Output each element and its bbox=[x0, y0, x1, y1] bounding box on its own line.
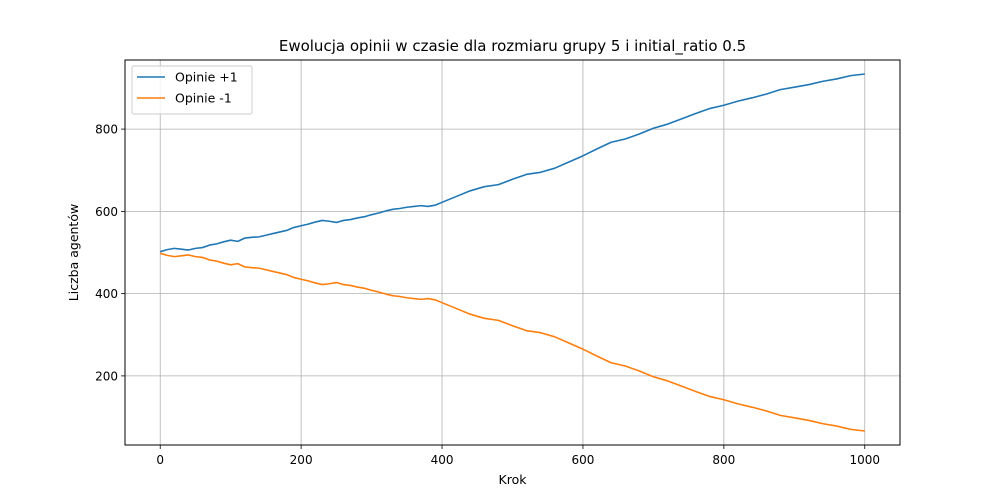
x-tick-label: 400 bbox=[431, 453, 454, 467]
x-tick-label: 0 bbox=[156, 453, 164, 467]
legend: Opinie +1 Opinie -1 bbox=[131, 65, 253, 115]
series-layer bbox=[160, 73, 865, 432]
legend-label-opinie-plus: Opinie +1 bbox=[175, 70, 238, 85]
x-tick-label: 1000 bbox=[849, 453, 880, 467]
grid-layer bbox=[125, 60, 900, 445]
y-tick-label: 200 bbox=[95, 369, 118, 383]
x-tick-label: 800 bbox=[712, 453, 735, 467]
series-line-opinie-plus bbox=[160, 73, 865, 253]
x-axis-label: Krok bbox=[499, 472, 528, 487]
x-tick-label: 600 bbox=[572, 453, 595, 467]
y-tick-label: 800 bbox=[95, 123, 118, 137]
legend-label-opinie-minus: Opinie -1 bbox=[175, 91, 232, 106]
y-tick-label: 600 bbox=[95, 205, 118, 219]
y-tick-label: 400 bbox=[95, 287, 118, 301]
y-axis-label: Liczba agentów bbox=[66, 204, 81, 301]
legend-box bbox=[131, 65, 253, 115]
x-tick-label: 200 bbox=[290, 453, 313, 467]
chart-title: Ewolucja opinii w czasie dla rozmiaru gr… bbox=[279, 37, 746, 56]
plot-frame bbox=[124, 59, 901, 446]
tick-layer: 0 200 400 600 800 1000 200 400 600 800 bbox=[95, 123, 880, 467]
series-line-opinie-minus bbox=[160, 252, 865, 432]
